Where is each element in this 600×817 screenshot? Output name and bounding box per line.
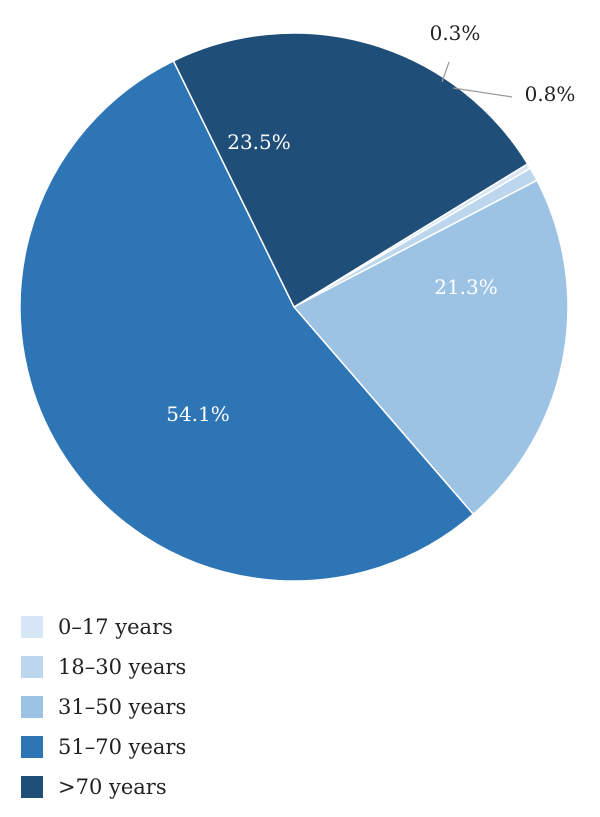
data-label: 21.3% — [434, 275, 498, 299]
legend-swatch — [21, 616, 43, 638]
legend-label: >70 years — [58, 775, 167, 799]
leader-line — [441, 61, 450, 83]
legend-label: 18–30 years — [58, 655, 187, 679]
leader-line — [452, 87, 513, 98]
legend-item: 0–17 years — [21, 607, 186, 647]
pie-slice — [19, 59, 475, 582]
legend-swatch — [21, 656, 43, 678]
legend: 0–17 years 18–30 years 31–50 years 51–70… — [21, 607, 186, 807]
legend-label: 0–17 years — [58, 615, 173, 639]
legend-item: >70 years — [21, 767, 186, 807]
data-label: 0.3% — [430, 21, 481, 45]
pie-chart: 0.3% 0.8% 21.3% 54.1% 23.5% — [19, 21, 576, 582]
data-label: 0.8% — [525, 82, 576, 106]
data-label: 54.1% — [166, 402, 230, 426]
legend-swatch — [21, 696, 43, 718]
legend-label: 31–50 years — [58, 695, 187, 719]
legend-swatch — [21, 736, 43, 758]
pie-slice — [172, 32, 529, 309]
legend-item: 51–70 years — [21, 727, 186, 767]
legend-label: 51–70 years — [58, 735, 187, 759]
pie-slice — [292, 179, 569, 516]
legend-item: 31–50 years — [21, 687, 186, 727]
legend-item: 18–30 years — [21, 647, 186, 687]
data-label: 23.5% — [227, 130, 291, 154]
legend-swatch — [21, 776, 43, 798]
